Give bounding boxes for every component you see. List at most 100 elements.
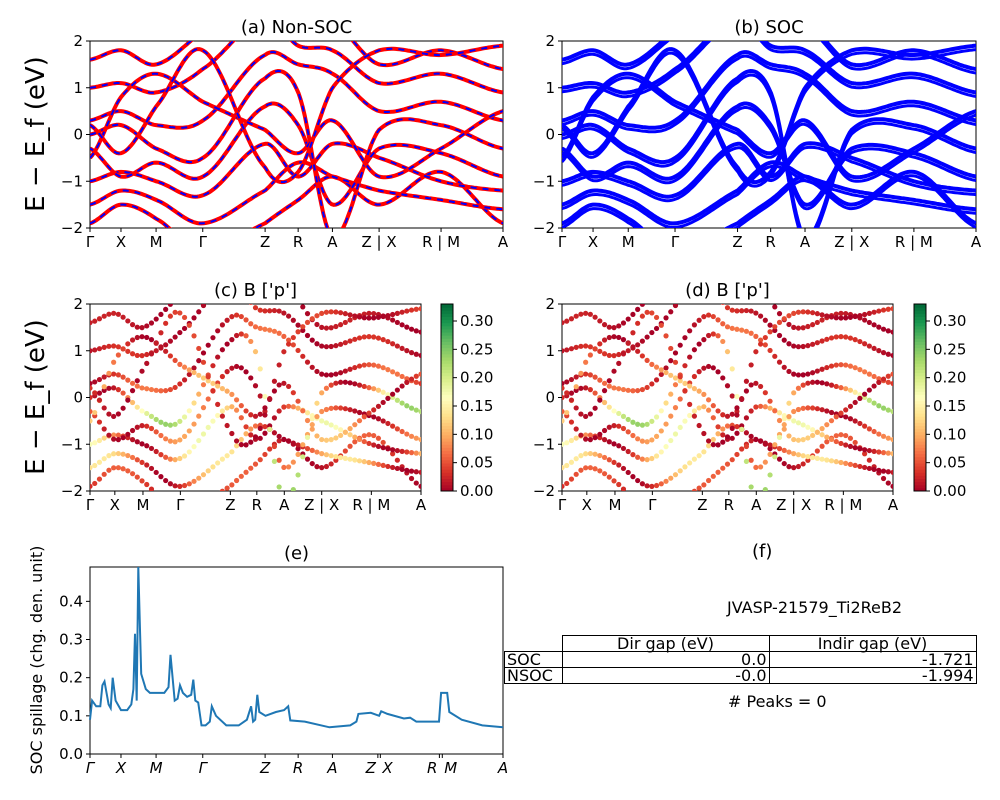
projection-point bbox=[852, 399, 858, 406]
projection-point bbox=[399, 448, 405, 454]
projection-point bbox=[394, 447, 400, 454]
projection-point bbox=[153, 387, 159, 393]
colorbar-segment bbox=[441, 422, 453, 427]
projection-point bbox=[418, 483, 421, 489]
colorbar-frame bbox=[913, 303, 927, 492]
projection-point bbox=[810, 454, 816, 461]
projection-point bbox=[271, 443, 278, 450]
band-line bbox=[562, 169, 976, 228]
projection-point bbox=[857, 313, 863, 319]
x-tick-label: A bbox=[326, 759, 337, 777]
projection-point bbox=[375, 314, 382, 320]
projection-point bbox=[562, 418, 565, 424]
colorbar-segment bbox=[441, 344, 453, 349]
projection-point bbox=[205, 378, 211, 384]
projection-point bbox=[314, 313, 320, 319]
projection-point bbox=[399, 309, 405, 315]
projection-point bbox=[601, 380, 608, 386]
colorbar-segment bbox=[441, 347, 453, 352]
projection-point bbox=[583, 413, 589, 420]
projection-point bbox=[573, 405, 579, 411]
projection-point bbox=[639, 353, 645, 359]
projection-point bbox=[562, 348, 565, 354]
projection-point bbox=[890, 469, 893, 475]
projection-point bbox=[148, 465, 155, 472]
projection-point bbox=[578, 370, 584, 376]
projection-point bbox=[380, 313, 386, 320]
projection-point bbox=[196, 413, 202, 419]
projection-point bbox=[144, 334, 150, 341]
projection-point bbox=[205, 468, 211, 474]
projection-point bbox=[139, 459, 145, 466]
projection-point bbox=[819, 426, 825, 432]
projection-point bbox=[144, 481, 150, 488]
projection-point bbox=[710, 403, 716, 409]
projection-point bbox=[649, 483, 655, 489]
projection-point bbox=[219, 456, 225, 462]
colorbar-segment bbox=[441, 475, 453, 480]
projection-point bbox=[701, 449, 707, 455]
projection-point bbox=[342, 379, 348, 385]
projection-point bbox=[668, 358, 674, 364]
projection-point bbox=[644, 384, 650, 391]
projection-point bbox=[257, 425, 263, 431]
projection-point bbox=[653, 433, 660, 439]
projection-point bbox=[210, 418, 216, 424]
projection-point bbox=[715, 369, 721, 375]
projection-point bbox=[847, 387, 854, 393]
projection-point bbox=[371, 334, 377, 340]
projection-point bbox=[394, 426, 400, 432]
projection-point bbox=[814, 379, 820, 385]
projection-point bbox=[404, 324, 410, 330]
projection-point bbox=[649, 329, 655, 336]
projection-point bbox=[658, 408, 664, 414]
projection-point bbox=[295, 322, 301, 328]
projection-point bbox=[568, 316, 575, 322]
colorbar-segment bbox=[914, 344, 926, 349]
projection-point bbox=[583, 436, 589, 442]
projection-point bbox=[352, 439, 358, 445]
colorbar-segment bbox=[914, 481, 926, 486]
projection-point bbox=[366, 385, 372, 391]
projection-point bbox=[111, 310, 117, 316]
projection-point bbox=[743, 430, 750, 436]
x-tick-label: Z bbox=[259, 759, 271, 777]
projection-point bbox=[418, 469, 421, 475]
projection-point bbox=[319, 310, 325, 316]
projection-point bbox=[139, 423, 145, 429]
projection-point bbox=[366, 432, 372, 438]
panel-title: (c) B ['p'] bbox=[214, 280, 297, 301]
projection-point bbox=[876, 348, 882, 354]
projection-point bbox=[394, 457, 400, 463]
projection-point bbox=[606, 378, 612, 384]
projection-point bbox=[705, 407, 712, 413]
projection-point bbox=[356, 335, 363, 341]
projection-point bbox=[371, 310, 377, 317]
y-tick-label: 0 bbox=[73, 126, 83, 144]
colorbar-segment bbox=[441, 310, 453, 314]
colorbar bbox=[913, 303, 930, 492]
projection-point bbox=[724, 324, 731, 330]
projection-point bbox=[276, 484, 282, 490]
projection-point bbox=[390, 317, 396, 323]
projection-point bbox=[413, 351, 419, 357]
projection-point bbox=[592, 466, 598, 472]
projection-point bbox=[635, 348, 641, 354]
colorbar-segment bbox=[914, 316, 926, 321]
projection-point bbox=[592, 346, 598, 352]
projection-point bbox=[630, 419, 636, 425]
projection-point bbox=[328, 437, 334, 443]
projection-point bbox=[380, 445, 386, 451]
projection-point bbox=[106, 370, 112, 376]
colorbar-segment bbox=[441, 409, 453, 414]
colorbar-segment bbox=[914, 378, 926, 383]
projection-point bbox=[111, 359, 117, 365]
projection-point bbox=[635, 421, 641, 427]
projection-point bbox=[181, 364, 188, 370]
projection-point bbox=[843, 362, 849, 368]
projection-point bbox=[148, 337, 155, 343]
projection-point bbox=[356, 436, 363, 443]
projection-point bbox=[319, 465, 325, 471]
projection-point bbox=[205, 424, 211, 431]
projection-point bbox=[795, 309, 802, 315]
